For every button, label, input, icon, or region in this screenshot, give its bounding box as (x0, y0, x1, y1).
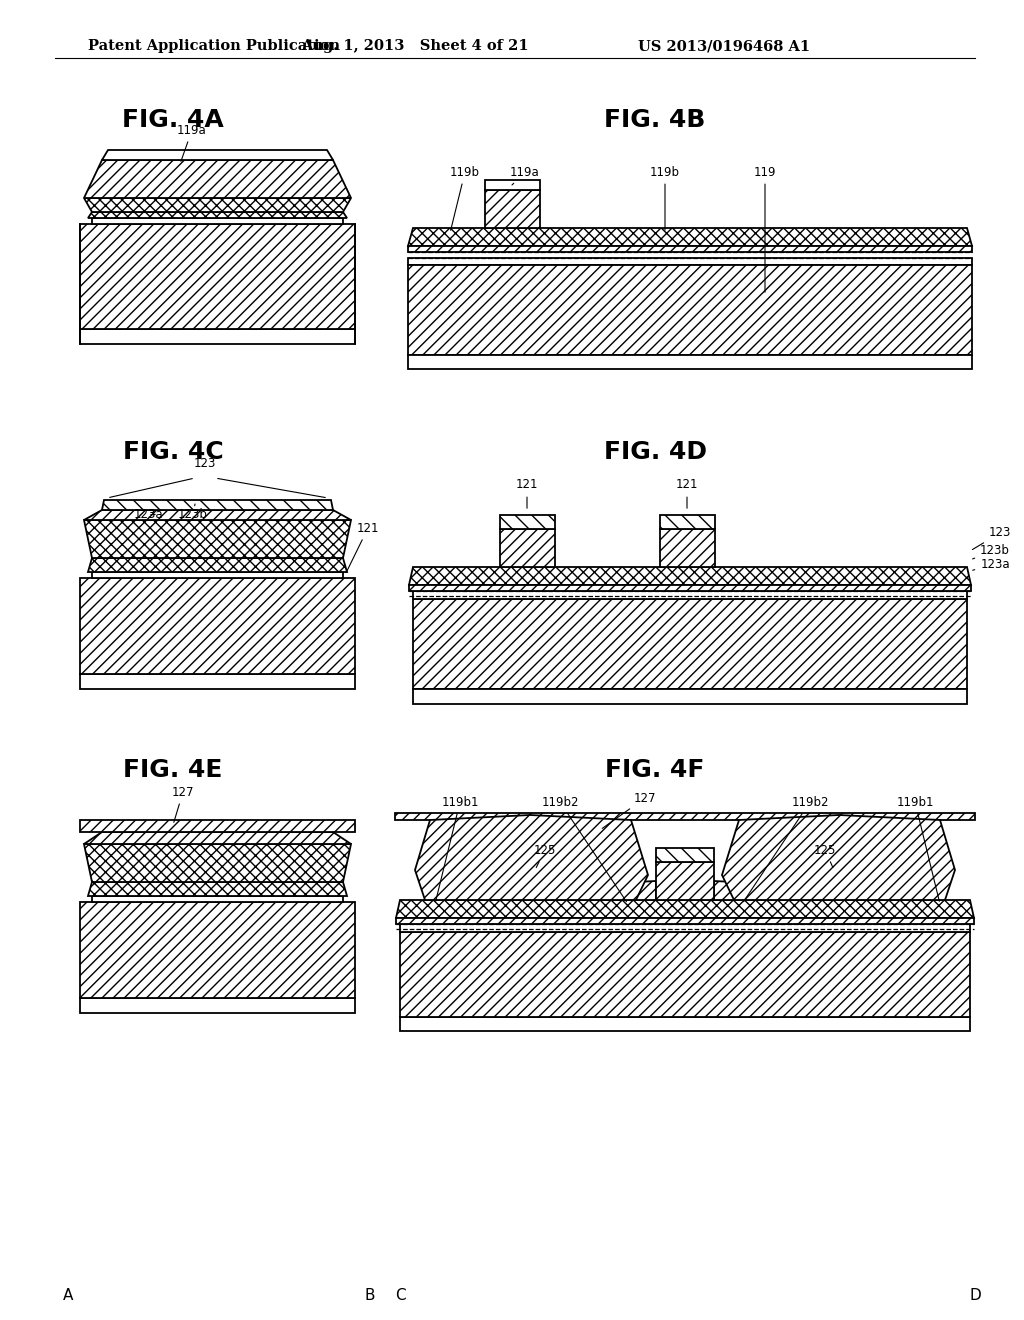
Polygon shape (408, 246, 972, 252)
Text: 119b2: 119b2 (743, 796, 828, 902)
Bar (656, 847, 714, 862)
Text: 125: 125 (814, 843, 837, 867)
Polygon shape (409, 568, 971, 585)
Bar (80, 998, 355, 1012)
Text: FIG. 4B: FIG. 4B (604, 108, 706, 132)
Bar (660, 529, 715, 568)
Bar (413, 689, 967, 704)
Text: 119a: 119a (510, 165, 540, 185)
Polygon shape (84, 198, 351, 213)
Text: 121: 121 (516, 479, 539, 508)
Polygon shape (88, 213, 347, 218)
Bar (80, 675, 355, 689)
Bar (660, 515, 715, 529)
Bar (413, 599, 967, 689)
Text: 127: 127 (172, 785, 195, 822)
Bar (92, 572, 343, 578)
Polygon shape (84, 510, 351, 520)
Text: 127: 127 (602, 792, 656, 829)
Polygon shape (88, 882, 347, 896)
Text: 119b1: 119b1 (896, 796, 939, 902)
Polygon shape (722, 814, 955, 900)
Polygon shape (102, 500, 333, 510)
Polygon shape (102, 150, 333, 160)
Polygon shape (415, 814, 648, 900)
Text: 119b: 119b (450, 165, 480, 230)
Text: FIG. 4C: FIG. 4C (123, 440, 223, 465)
Text: 119b2: 119b2 (542, 796, 627, 902)
Text: FIG. 4E: FIG. 4E (123, 758, 222, 781)
Text: Aug. 1, 2013   Sheet 4 of 21: Aug. 1, 2013 Sheet 4 of 21 (301, 40, 528, 53)
Text: FIG. 4D: FIG. 4D (603, 440, 707, 465)
Bar (92, 896, 343, 902)
Polygon shape (636, 880, 656, 900)
Bar (395, 813, 975, 820)
Bar (400, 1016, 970, 1031)
Bar (80, 578, 355, 675)
Polygon shape (409, 585, 971, 591)
Text: 123b: 123b (178, 504, 208, 521)
Bar (485, 180, 540, 190)
Bar (408, 265, 972, 355)
Text: FIG. 4F: FIG. 4F (605, 758, 705, 781)
Bar (500, 529, 555, 568)
Bar (485, 190, 540, 228)
Polygon shape (88, 558, 347, 572)
Polygon shape (714, 880, 734, 900)
Bar (408, 257, 972, 265)
Text: 123: 123 (194, 457, 216, 470)
Bar (400, 924, 970, 932)
Bar (400, 932, 970, 1016)
Text: 123: 123 (973, 527, 1011, 549)
Bar (413, 591, 967, 599)
Bar (80, 820, 355, 832)
Polygon shape (84, 832, 351, 843)
Text: 119b1: 119b1 (435, 796, 479, 902)
Text: D: D (969, 1287, 981, 1303)
Bar (500, 515, 555, 529)
Text: 121: 121 (346, 521, 379, 573)
Text: B: B (365, 1287, 375, 1303)
Text: 123a: 123a (973, 557, 1010, 570)
Text: FIG. 4A: FIG. 4A (122, 108, 224, 132)
Text: US 2013/0196468 A1: US 2013/0196468 A1 (638, 40, 810, 53)
Bar (656, 862, 714, 900)
Polygon shape (396, 900, 974, 917)
Polygon shape (84, 520, 351, 558)
Polygon shape (396, 917, 974, 924)
Text: 123a: 123a (133, 508, 163, 521)
Text: 119: 119 (754, 165, 776, 292)
Text: A: A (62, 1287, 73, 1303)
Text: C: C (394, 1287, 406, 1303)
Bar (80, 902, 355, 998)
Text: 121: 121 (676, 479, 698, 508)
Text: 119b: 119b (650, 165, 680, 230)
Polygon shape (84, 843, 351, 882)
Text: 123b: 123b (973, 544, 1010, 558)
Bar (80, 329, 355, 345)
Text: 119a: 119a (177, 124, 207, 161)
Text: 125: 125 (534, 843, 556, 867)
Bar (92, 218, 343, 224)
Text: Patent Application Publication: Patent Application Publication (88, 40, 340, 53)
Polygon shape (84, 160, 351, 198)
Bar (408, 355, 972, 370)
Polygon shape (408, 228, 972, 246)
Bar (80, 224, 355, 329)
